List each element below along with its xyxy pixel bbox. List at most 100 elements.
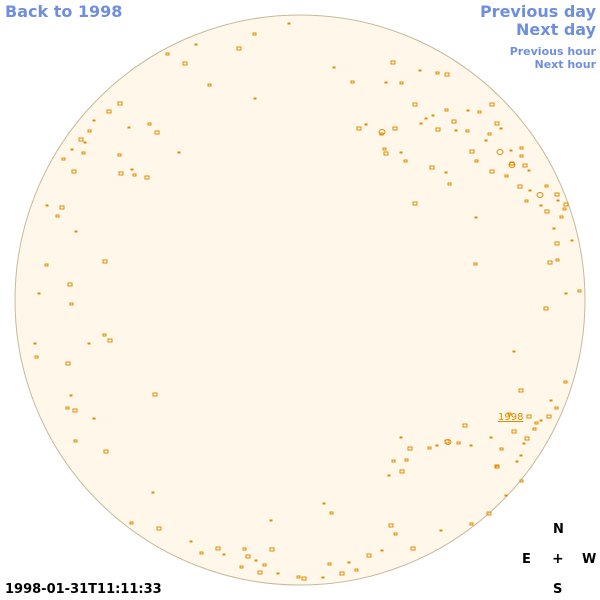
active-region-outline <box>536 192 544 198</box>
sunspot-marker <box>544 184 549 188</box>
sunspot-marker <box>469 149 475 154</box>
active-region-label[interactable]: 1998 <box>498 412 523 423</box>
sunspot-marker <box>469 522 474 526</box>
sunspot-marker <box>207 83 212 87</box>
sunspot-marker <box>81 151 86 155</box>
sunspot-marker <box>339 571 345 576</box>
sunspot-marker <box>544 209 550 214</box>
sunspot-marker <box>45 204 49 207</box>
sunspot-marker <box>431 114 435 117</box>
sunspot-marker <box>154 130 160 135</box>
sunspot-marker <box>102 333 107 337</box>
sunspot-marker <box>269 547 275 552</box>
sunspot-marker <box>78 137 84 142</box>
compass-west: W <box>582 552 597 567</box>
sunspot-marker <box>554 192 560 197</box>
sunspot-marker <box>407 446 413 451</box>
sunspot-marker <box>384 81 388 84</box>
sunspot-marker <box>392 126 398 131</box>
sunspot-marker <box>107 338 113 343</box>
sunspot-marker <box>465 129 470 133</box>
sunspot-marker <box>390 60 396 65</box>
sunspot-marker <box>391 459 396 463</box>
sunspot-marker <box>382 147 387 151</box>
sunspot-marker <box>454 129 458 132</box>
sunspot-marker <box>102 259 108 264</box>
sunspot-marker <box>276 572 280 575</box>
sunspot-marker <box>554 241 560 246</box>
sunspot-marker <box>554 406 559 410</box>
sunspot-marker <box>44 263 49 267</box>
sunspot-marker <box>287 22 291 25</box>
sunspot-marker <box>489 169 495 174</box>
sunspot-marker <box>447 182 452 186</box>
sunspot-marker <box>524 199 529 203</box>
sunspot-marker <box>61 157 66 161</box>
sunspot-marker <box>418 69 422 72</box>
sunspot-marker <box>435 127 441 132</box>
sunspot-marker <box>507 412 512 416</box>
sunspot-marker <box>322 502 326 505</box>
sunspot-marker <box>69 302 74 306</box>
sunspot-marker <box>456 441 461 445</box>
sunspot-marker <box>65 406 70 410</box>
sunspot-marker <box>262 563 267 567</box>
sunspot-marker <box>563 380 568 384</box>
compass-south: S <box>553 582 563 597</box>
sunspot-marker <box>347 561 351 564</box>
sunspot-marker <box>253 97 257 100</box>
sunspot-marker <box>486 511 492 516</box>
sunspot-marker <box>494 121 500 126</box>
compass-east: E <box>522 552 531 567</box>
sunspot-marker <box>127 126 131 129</box>
sunspot-marker <box>515 460 519 463</box>
sunspot-marker <box>254 559 258 562</box>
sunspot-marker <box>92 417 96 420</box>
next-day-link[interactable]: Next day <box>516 20 596 39</box>
sunspot-marker <box>239 565 244 569</box>
active-region-outline <box>508 162 516 168</box>
active-region-link[interactable]: 1998 <box>498 412 523 423</box>
sunspot-marker <box>144 175 150 180</box>
sunspot-marker <box>403 159 408 163</box>
next-hour-link[interactable]: Next hour <box>534 58 597 71</box>
sunspot-marker <box>412 102 418 107</box>
sunspot-marker <box>329 511 334 515</box>
sunspot-marker <box>366 553 372 558</box>
sunspot-marker <box>444 108 449 112</box>
sunspot-marker <box>532 427 537 431</box>
sunspot-marker <box>257 570 263 575</box>
sunspot-marker <box>177 151 181 154</box>
sunspot-marker <box>547 260 553 265</box>
sunspot-marker <box>474 216 478 219</box>
sunspot-marker <box>73 439 78 443</box>
sunspot-marker <box>83 141 87 144</box>
previous-hour-link[interactable]: Previous hour <box>509 45 596 58</box>
sunspot-marker <box>489 436 493 439</box>
sunspot-marker <box>469 444 473 447</box>
sunspot-marker <box>528 189 532 192</box>
sunspot-marker <box>117 101 123 106</box>
previous-day-link[interactable]: Previous day <box>479 2 596 21</box>
back-to-year-link[interactable]: Back to 1998 <box>5 2 123 21</box>
sunspot-marker <box>70 148 74 151</box>
sunspot-marker <box>534 421 539 425</box>
sunspot-marker <box>87 129 92 133</box>
sunspot-marker <box>252 32 257 36</box>
sunspot-marker <box>539 204 543 207</box>
sunspot-marker <box>518 388 524 393</box>
sunspot-marker <box>199 551 204 555</box>
sunspot-marker <box>301 576 307 581</box>
sunspot-marker <box>519 146 524 150</box>
sunspot-marker <box>399 469 405 474</box>
sunspot-marker <box>118 171 124 176</box>
sunspot-marker <box>522 442 526 445</box>
sunspot-marker <box>519 454 523 457</box>
sunspot-marker <box>499 127 503 130</box>
sunspot-marker <box>524 436 530 441</box>
sunspot-marker <box>156 526 162 531</box>
sunspot-marker <box>435 444 439 447</box>
sunspot-marker <box>404 458 409 462</box>
sunspot-marker <box>543 306 549 311</box>
